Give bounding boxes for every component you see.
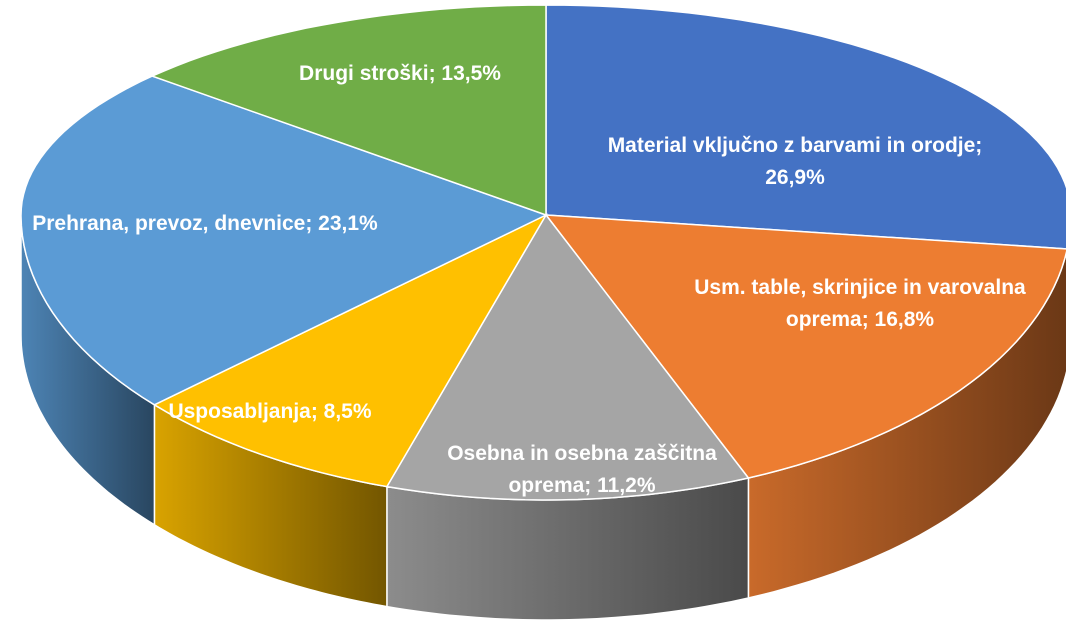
- data-label: Usm. table, skrinjice in varovalna oprem…: [694, 276, 1026, 331]
- slice: [385, 213, 750, 501]
- data-label: Usposabljanja; 8,5%: [168, 400, 372, 423]
- slice: [20, 75, 548, 406]
- data-label: Drugi stroški; 13,5%: [299, 62, 501, 85]
- data-label: Material vključno z barvami in orodje; 2…: [607, 134, 983, 189]
- slice: [150, 4, 547, 217]
- slice: [152, 213, 548, 488]
- slice: [544, 214, 1066, 479]
- slice: [545, 4, 1066, 250]
- data-label: Prehrana, prevoz, dnevnice; 23,1%: [32, 212, 378, 235]
- data-label: Osebna in osebna zaščitna oprema; 11,2%: [447, 442, 717, 497]
